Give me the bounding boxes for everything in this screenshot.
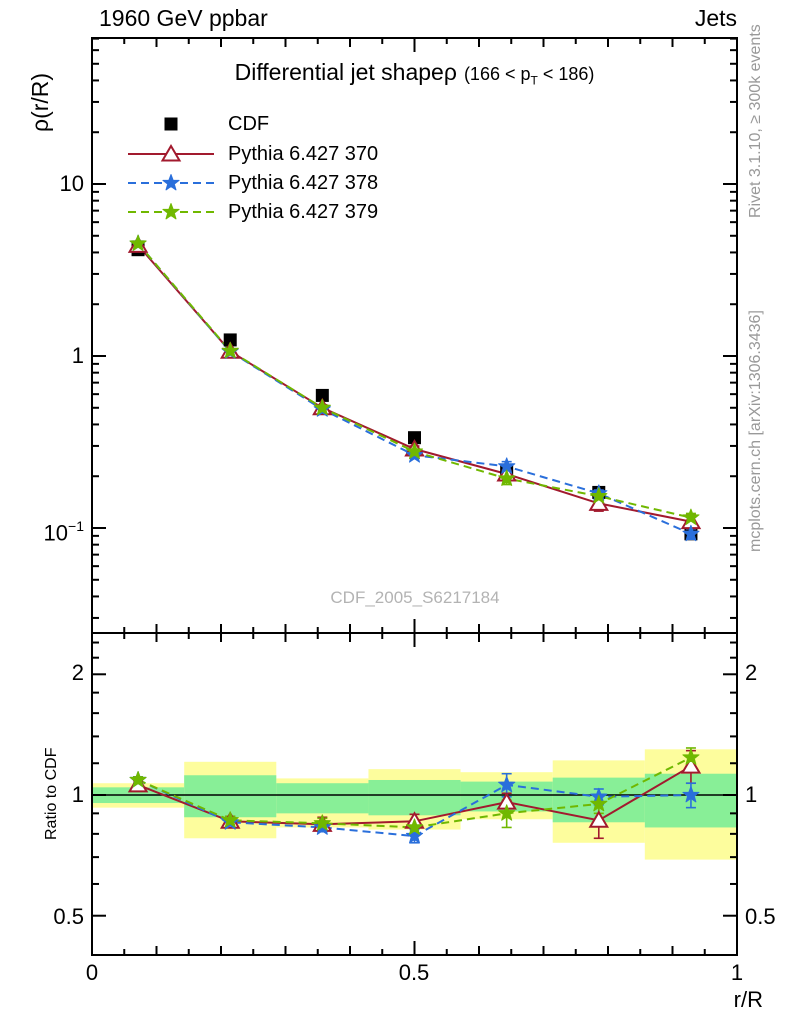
rivet-version-caption: Rivet 3.1.10, ≥ 300k events: [747, 24, 764, 218]
chart-title-main: Differential jet shapeρ: [234, 59, 457, 85]
xtick-label-0: 0: [85, 960, 99, 985]
pt-subscript: T: [530, 73, 538, 88]
header-analysis-type: Jets: [694, 5, 737, 31]
xtick-label-1: 1: [730, 960, 744, 985]
ratio-ytick-left-2: 2: [71, 660, 84, 685]
main-y-axis-title: ρ(r/R): [27, 72, 53, 132]
chart-title: Differential jet shapeρ (166 < pT < 186): [92, 59, 737, 88]
mcplots-reference-caption: mcplots.cern.ch [arXiv:1306.3436]: [747, 310, 764, 552]
ratio-ytick-left-0p5: 0.5: [53, 904, 84, 929]
chart-title-range: (166 < pT < 186): [463, 64, 595, 88]
ratio-ytick-right-1: 1: [745, 782, 758, 807]
main-ytick-label-10: 10: [59, 171, 84, 196]
legend-label-cdf: CDF: [228, 113, 270, 135]
legend-label-pythia-378: Pythia 6.427 378: [228, 172, 379, 194]
xtick-label-0p5: 0.5: [398, 960, 430, 985]
header-beam-energy: 1960 GeV ppbar: [99, 5, 268, 31]
legend-label-pythia-370: Pythia 6.427 370: [228, 143, 379, 165]
main-ytick-label-0p1: 10−1: [43, 518, 84, 546]
ratio-ytick-right-0p5: 0.5: [745, 904, 776, 929]
main-ytick-label-1: 1: [71, 343, 84, 368]
ratio-ytick-left-1: 1: [71, 782, 84, 807]
legend-label-pythia-379: Pythia 6.427 379: [228, 201, 379, 223]
analysis-id-watermark: CDF_2005_S6217184: [330, 588, 500, 607]
ratio-ytick-right-2: 2: [745, 660, 758, 685]
x-axis-title: r/R: [733, 987, 763, 1012]
